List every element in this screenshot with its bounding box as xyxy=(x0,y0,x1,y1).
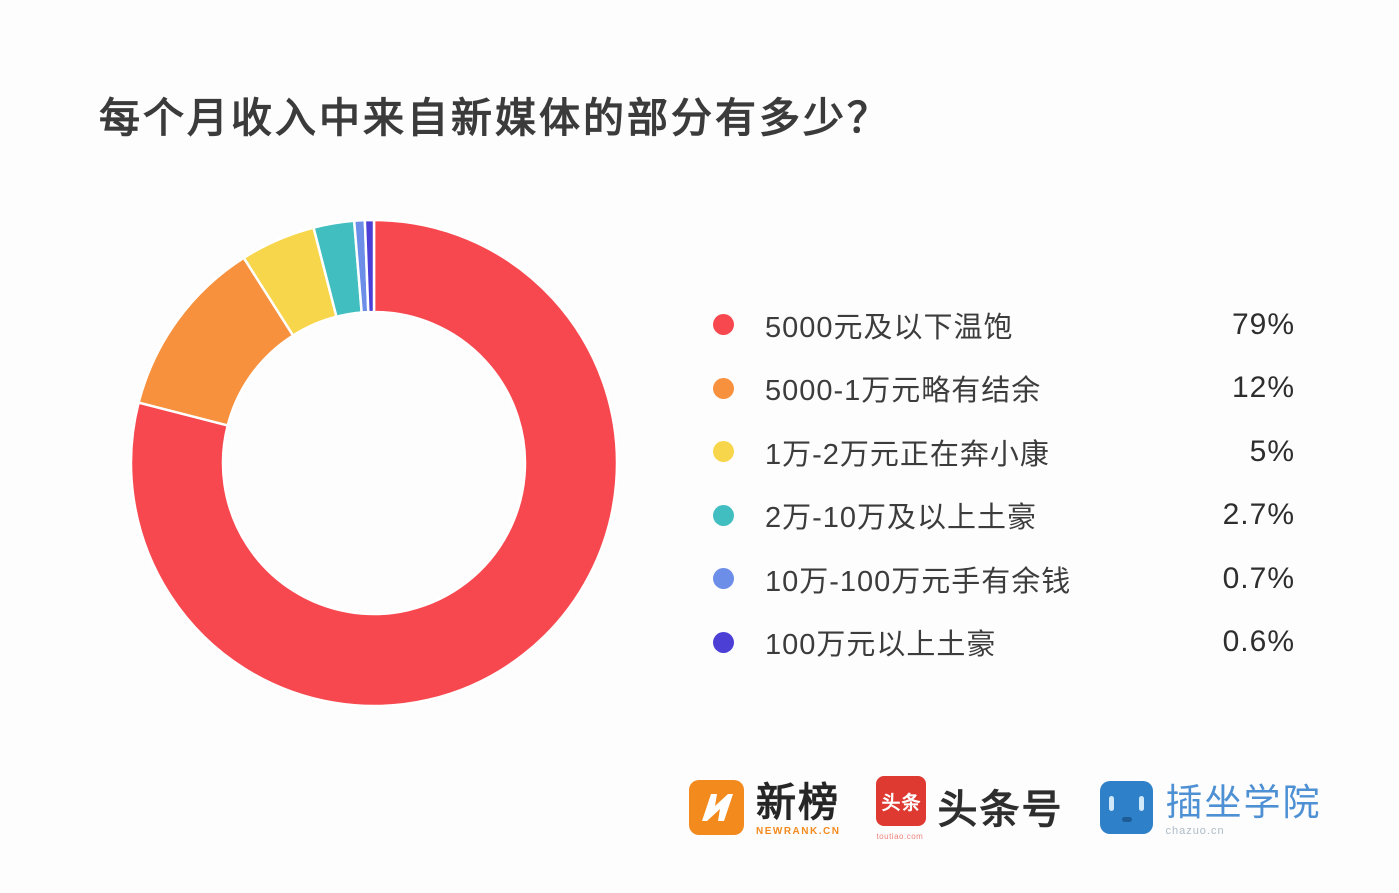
footer-brands: 新榜 NEWRANK.CN 头条 toutiao.com 头条号 xyxy=(688,776,1321,844)
legend-value: 79% xyxy=(1231,307,1295,341)
toutiao-brand-url: toutiao.com xyxy=(876,832,924,841)
legend-dot xyxy=(713,314,734,336)
legend-label: 5000元及以下温饱 xyxy=(765,311,1014,344)
legend-item: 2万-10万及以上土豪 2.7% xyxy=(703,484,1295,548)
legend-label: 2万-10万及以上土豪 xyxy=(765,502,1038,535)
legend-label: 1万-2万元正在奔小康 xyxy=(765,438,1050,471)
legend-item: 5000元及以下温饱 79% xyxy=(703,293,1295,357)
donut-chart-svg xyxy=(129,218,619,708)
legend-value: 0.6% xyxy=(1222,625,1295,659)
legend-value: 12% xyxy=(1231,371,1295,405)
donut-slice xyxy=(129,218,619,708)
brand-chazuo: 插坐学院 chazuo.cn xyxy=(1099,780,1321,840)
donut-chart xyxy=(128,217,620,709)
toutiao-brand-name: 头条号 xyxy=(937,788,1064,832)
chart-title: 每个月收入中来自新媒体的部分有多少？ xyxy=(99,95,891,141)
newrank-brand-url: NEWRANK.CN xyxy=(756,826,841,837)
newrank-brand-name: 新榜 xyxy=(756,781,840,825)
legend-dot xyxy=(713,568,734,590)
legend-item: 5000-1万元略有结余 12% xyxy=(703,357,1295,421)
legend-value: 0.7% xyxy=(1222,561,1295,595)
legend-item: 100万元以上土豪 0.6% xyxy=(703,611,1295,675)
toutiao-logo-icon: 头条 toutiao.com xyxy=(876,776,927,844)
legend-dot xyxy=(713,504,734,526)
legend-item: 1万-2万元正在奔小康 5% xyxy=(703,420,1295,484)
legend-value: 2.7% xyxy=(1222,498,1295,532)
newrank-logo-icon xyxy=(688,779,745,841)
legend-value: 5% xyxy=(1249,434,1295,468)
legend-label: 5000-1万元略有结余 xyxy=(765,375,1042,408)
legend: 5000元及以下温饱 79% 5000-1万元略有结余 12% 1万-2万元正在… xyxy=(703,293,1295,674)
legend-label: 100万元以上土豪 xyxy=(765,629,997,662)
legend-dot xyxy=(713,631,734,653)
toutiao-badge-text: 头条 xyxy=(876,776,927,826)
legend-label: 10万-100万元手有余钱 xyxy=(765,565,1072,598)
brand-newrank: 新榜 NEWRANK.CN xyxy=(688,779,840,841)
legend-item: 10万-100万元手有余钱 0.7% xyxy=(703,547,1295,611)
donut-slice xyxy=(363,218,376,314)
chazuo-logo-icon xyxy=(1099,780,1154,840)
chazuo-brand-url: chazuo.cn xyxy=(1165,824,1225,837)
legend-dot xyxy=(713,377,734,399)
legend-dot xyxy=(713,441,734,463)
chazuo-brand-name: 插坐学院 xyxy=(1165,781,1322,823)
brand-toutiao: 头条 toutiao.com 头条号 xyxy=(876,776,1063,844)
